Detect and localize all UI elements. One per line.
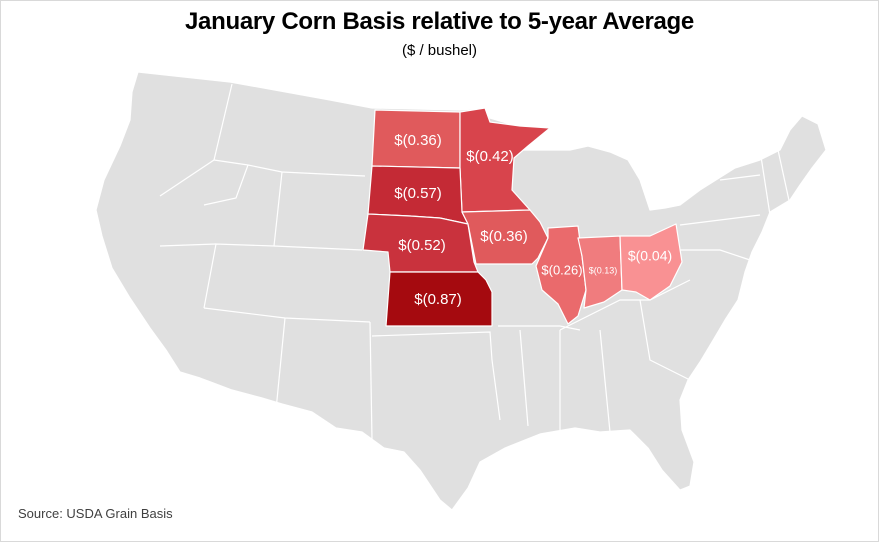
label-iowa: $(0.36) [480, 228, 528, 245]
label-illinois: $(0.26) [541, 262, 582, 277]
state-borders [159, 83, 791, 441]
state-kansas [385, 271, 493, 327]
state-ohio [619, 223, 683, 301]
state-labels: $(0.36) $(0.42) $(0.57) $(0.52) $(0.36) … [394, 132, 672, 308]
state-nebraska [362, 213, 479, 273]
map-subtitle: ($ / bushel) [401, 42, 478, 59]
label-indiana: $(0.13) [589, 265, 618, 275]
label-south-dakota: $(0.57) [394, 185, 442, 202]
map-title: January Corn Basis relative to 5-year Av… [185, 8, 694, 35]
state-iowa [461, 209, 549, 265]
label-nebraska: $(0.52) [398, 237, 446, 254]
label-kansas: $(0.87) [414, 291, 462, 308]
source-note: Source: USDA Grain Basis [18, 506, 173, 521]
label-ohio: $(0.04) [628, 248, 672, 264]
label-minnesota: $(0.42) [466, 148, 514, 165]
label-north-dakota: $(0.36) [394, 132, 442, 149]
highlighted-states [362, 107, 683, 327]
